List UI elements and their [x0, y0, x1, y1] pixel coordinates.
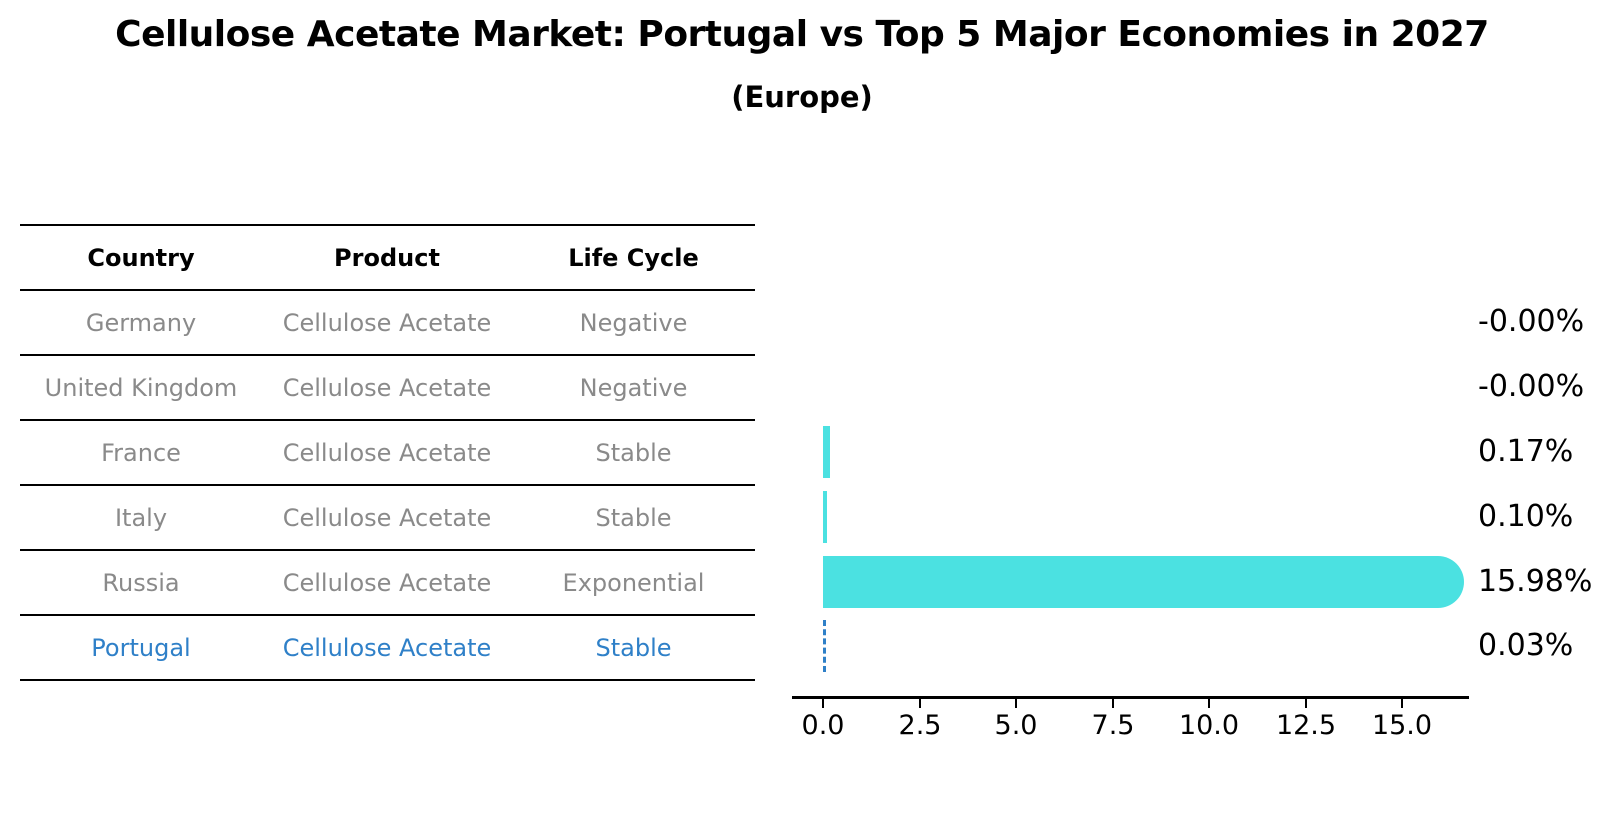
x-tick-mark	[919, 699, 921, 708]
cell-country: Russia	[102, 568, 180, 597]
bar-portugal	[823, 620, 827, 672]
x-tick-mark	[1208, 699, 1210, 708]
country-table: Country Product Life Cycle Germany Cellu…	[20, 224, 755, 681]
cell-product: Cellulose Acetate	[282, 503, 492, 532]
column-header-country: Country	[87, 243, 195, 272]
x-axis-line	[792, 696, 1469, 699]
cell-country: France	[101, 438, 181, 467]
value-label-portugal: 0.03%	[1478, 628, 1574, 663]
cell-life-cycle: Negative	[579, 373, 688, 402]
x-tick-mark	[1015, 699, 1017, 708]
cell-life-cycle: Stable	[595, 438, 672, 467]
x-tick-label: 10.0	[1178, 710, 1240, 741]
cell-product: Cellulose Acetate	[282, 308, 492, 337]
bar-russia	[823, 556, 1464, 608]
chart-subtitle: (Europe)	[731, 80, 873, 114]
cell-product: Cellulose Acetate	[282, 633, 492, 662]
table-row: United Kingdom Cellulose Acetate Negativ…	[20, 354, 755, 419]
x-tick-mark	[1401, 699, 1403, 708]
table-row: Russia Cellulose Acetate Exponential	[20, 549, 755, 614]
table-row: Germany Cellulose Acetate Negative	[20, 289, 755, 354]
cell-country: Portugal	[91, 633, 191, 662]
cell-life-cycle: Exponential	[562, 568, 705, 597]
cell-product: Cellulose Acetate	[282, 373, 492, 402]
cell-country: Italy	[114, 503, 168, 532]
cell-life-cycle: Stable	[595, 633, 672, 662]
cell-product: Cellulose Acetate	[282, 568, 492, 597]
x-tick-mark	[1305, 699, 1307, 708]
bar-italy	[823, 491, 827, 543]
x-tick-mark	[1112, 699, 1114, 708]
table-row: Italy Cellulose Acetate Stable	[20, 484, 755, 549]
bar-france	[823, 426, 830, 478]
value-label-russia: 15.98%	[1478, 564, 1593, 599]
cell-country: Germany	[85, 308, 197, 337]
x-tick-label: 12.5	[1275, 710, 1337, 741]
x-tick-label: 2.5	[898, 710, 942, 741]
x-tick-label: 15.0	[1371, 710, 1433, 741]
x-tick-mark	[822, 699, 824, 708]
cell-life-cycle: Stable	[595, 503, 672, 532]
x-tick-label: 7.5	[1091, 710, 1135, 741]
value-label-united-kingdom: -0.00%	[1478, 369, 1585, 404]
column-header-life-cycle: Life Cycle	[568, 243, 699, 272]
table-row: France Cellulose Acetate Stable	[20, 419, 755, 484]
cell-life-cycle: Negative	[579, 308, 688, 337]
value-label-germany: -0.00%	[1478, 304, 1585, 339]
cell-product: Cellulose Acetate	[282, 438, 492, 467]
chart-title: Cellulose Acetate Market: Portugal vs To…	[115, 14, 1489, 55]
x-tick-label: 5.0	[994, 710, 1038, 741]
table-row-portugal: Portugal Cellulose Acetate Stable	[20, 614, 755, 679]
value-label-italy: 0.10%	[1478, 499, 1574, 534]
cell-country: United Kingdom	[44, 373, 238, 402]
value-label-france: 0.17%	[1478, 434, 1574, 469]
column-header-product: Product	[334, 243, 440, 272]
x-tick-label: 0.0	[801, 710, 845, 741]
table-header-row: Country Product Life Cycle	[20, 224, 755, 289]
